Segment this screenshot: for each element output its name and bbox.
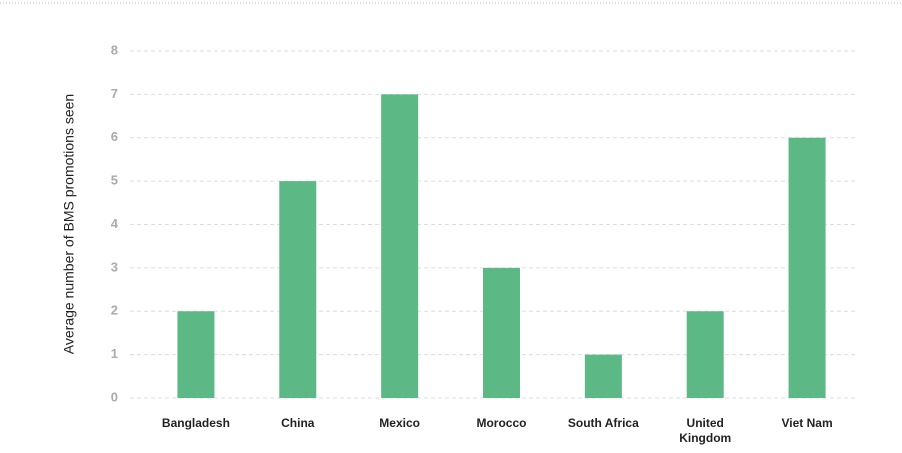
x-tick-label: United Kingdom [679, 416, 732, 445]
bar [381, 94, 419, 398]
y-tick-label: 4 [111, 216, 119, 231]
x-tick-label: Bangladesh [161, 416, 230, 430]
y-tick-label: 8 [111, 42, 118, 57]
x-tick-label: South Africa [567, 416, 639, 430]
x-tick-label: Viet Nam [781, 416, 833, 430]
y-tick-label: 6 [111, 129, 118, 144]
x-tick-label: Morocco [476, 416, 527, 430]
bar [483, 267, 520, 398]
y-tick-label: 1 [111, 346, 118, 361]
bar [686, 311, 724, 398]
bar [177, 311, 215, 398]
y-tick-label: 7 [111, 86, 118, 101]
y-tick-label: 5 [111, 173, 118, 188]
bar [279, 181, 317, 398]
y-tick-label: 2 [111, 303, 118, 318]
x-tick-label: Mexico [379, 416, 420, 430]
bar [584, 354, 622, 398]
x-tick-label: China [281, 416, 315, 430]
y-tick-label: 0 [111, 389, 118, 404]
y-axis-label: Average number of BMS promotions seen [61, 94, 77, 354]
bar [788, 137, 826, 398]
y-tick-label: 3 [111, 259, 118, 274]
